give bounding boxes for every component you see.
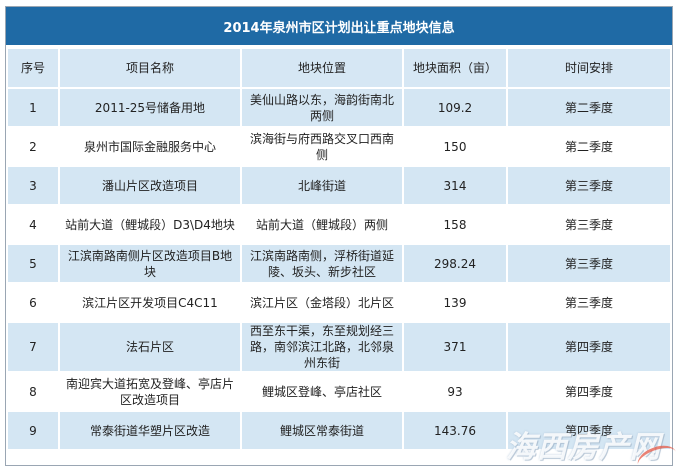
cell-area: 371 <box>404 323 506 371</box>
cell-schedule: 第四季度 <box>508 323 670 371</box>
cell-no: 9 <box>8 412 58 449</box>
cell-area: 93 <box>404 373 506 410</box>
cell-no: 3 <box>8 167 58 204</box>
cell-location: 江滨南路南侧，浮桥街道延陵、坂头、新步社区 <box>242 245 402 282</box>
table-row: 4 站前大道（鲤城段）D3\D4地块 站前大道（鲤城段）两侧 158 第三季度 <box>8 206 670 243</box>
cell-name: 法石片区 <box>60 323 240 371</box>
cell-schedule: 第三季度 <box>508 245 670 282</box>
cell-schedule: 第二季度 <box>508 89 670 126</box>
header-location: 地块位置 <box>242 49 402 87</box>
cell-area: 143.76 <box>404 412 506 449</box>
cell-location: 站前大道（鲤城段）两侧 <box>242 206 402 243</box>
cell-schedule: 第四季度 <box>508 373 670 410</box>
cell-name: 南迎宾大道拓宽及登峰、亭店片区改造项目 <box>60 373 240 410</box>
table-row: 8 南迎宾大道拓宽及登峰、亭店片区改造项目 鲤城区登峰、亭店社区 93 第四季度 <box>8 373 670 410</box>
table-row: 7 法石片区 西至东干渠，东至规划经三路，南邻滨江北路，北邻泉州东街 371 第… <box>8 323 670 371</box>
table-title: 2014年泉州市区计划出让重点地块信息 <box>6 7 672 47</box>
cell-area: 150 <box>404 128 506 165</box>
cell-area: 314 <box>404 167 506 204</box>
cell-location: 鲤城区常泰街道 <box>242 412 402 449</box>
table-row: 5 江滨南路南侧片区改造项目B地块 江滨南路南侧，浮桥街道延陵、坂头、新步社区 … <box>8 245 670 282</box>
table-row: 6 滨江片区开发项目C4C11 滨江片区（金塔段）北片区 139 第三季度 <box>8 284 670 321</box>
cell-no: 6 <box>8 284 58 321</box>
cell-schedule: 第二季度 <box>508 128 670 165</box>
cell-schedule: 第三季度 <box>508 167 670 204</box>
cell-location: 北峰街道 <box>242 167 402 204</box>
header-schedule: 时间安排 <box>508 49 670 87</box>
cell-name: 泉州市国际金融服务中心 <box>60 128 240 165</box>
cell-area: 109.2 <box>404 89 506 126</box>
land-info-table: 序号 项目名称 地块位置 地块面积（亩） 时间安排 1 2011-25号储备用地… <box>6 47 672 451</box>
cell-schedule: 第四季度 <box>508 412 670 449</box>
cell-schedule: 第三季度 <box>508 206 670 243</box>
cell-no: 7 <box>8 323 58 371</box>
table-row: 3 潘山片区改造项目 北峰街道 314 第三季度 <box>8 167 670 204</box>
cell-no: 5 <box>8 245 58 282</box>
cell-location: 美仙山路以东，海韵街南北两侧 <box>242 89 402 126</box>
table-row: 2 泉州市国际金融服务中心 滨海街与府西路交叉口西南侧 150 第二季度 <box>8 128 670 165</box>
cell-name: 站前大道（鲤城段）D3\D4地块 <box>60 206 240 243</box>
header-row: 序号 项目名称 地块位置 地块面积（亩） 时间安排 <box>8 49 670 87</box>
cell-name: 潘山片区改造项目 <box>60 167 240 204</box>
cell-name: 滨江片区开发项目C4C11 <box>60 284 240 321</box>
header-no: 序号 <box>8 49 58 87</box>
table-frame: 2014年泉州市区计划出让重点地块信息 序号 项目名称 地块位置 地块面积（亩）… <box>5 6 673 466</box>
table-row: 1 2011-25号储备用地 美仙山路以东，海韵街南北两侧 109.2 第二季度 <box>8 89 670 126</box>
cell-area: 139 <box>404 284 506 321</box>
table-row: 9 常泰街道华塑片区改造 鲤城区常泰街道 143.76 第四季度 <box>8 412 670 449</box>
cell-area: 158 <box>404 206 506 243</box>
cell-name: 江滨南路南侧片区改造项目B地块 <box>60 245 240 282</box>
cell-no: 4 <box>8 206 58 243</box>
cell-name: 2011-25号储备用地 <box>60 89 240 126</box>
cell-location: 西至东干渠，东至规划经三路，南邻滨江北路，北邻泉州东街 <box>242 323 402 371</box>
cell-location: 鲤城区登峰、亭店社区 <box>242 373 402 410</box>
header-name: 项目名称 <box>60 49 240 87</box>
cell-location: 滨江片区（金塔段）北片区 <box>242 284 402 321</box>
cell-name: 常泰街道华塑片区改造 <box>60 412 240 449</box>
cell-no: 8 <box>8 373 58 410</box>
cell-no: 1 <box>8 89 58 126</box>
cell-schedule: 第三季度 <box>508 284 670 321</box>
cell-location: 滨海街与府西路交叉口西南侧 <box>242 128 402 165</box>
cell-area: 298.24 <box>404 245 506 282</box>
cell-no: 2 <box>8 128 58 165</box>
header-area: 地块面积（亩） <box>404 49 506 87</box>
